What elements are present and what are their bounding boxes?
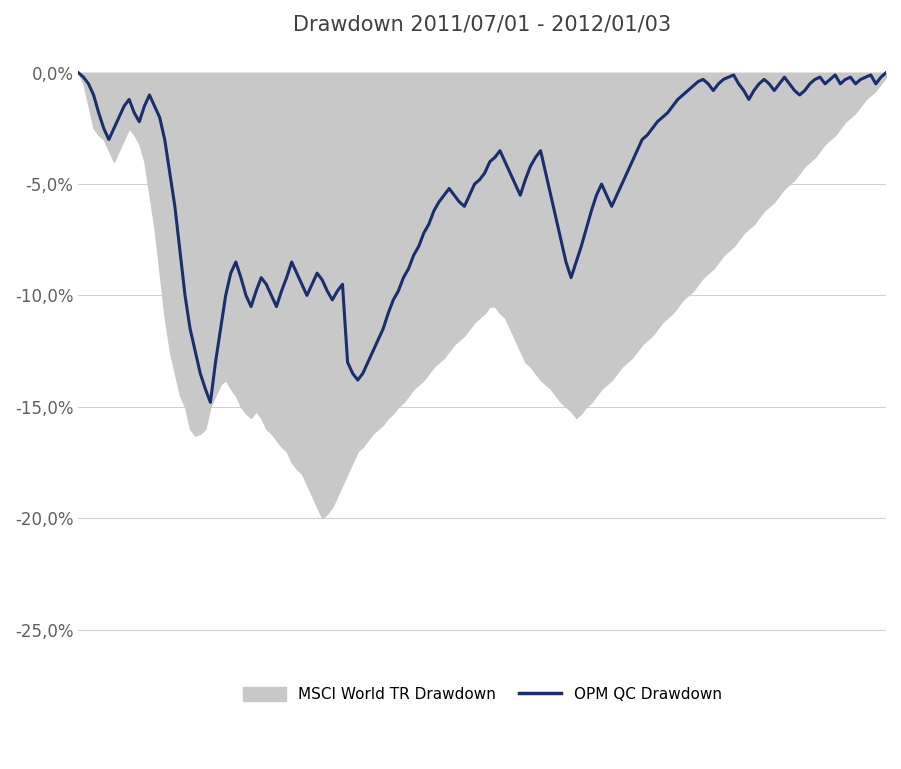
- Title: Drawdown 2011/07/01 - 2012/01/03: Drawdown 2011/07/01 - 2012/01/03: [293, 15, 671, 35]
- Legend: MSCI World TR Drawdown, OPM QC Drawdown: MSCI World TR Drawdown, OPM QC Drawdown: [235, 680, 729, 710]
